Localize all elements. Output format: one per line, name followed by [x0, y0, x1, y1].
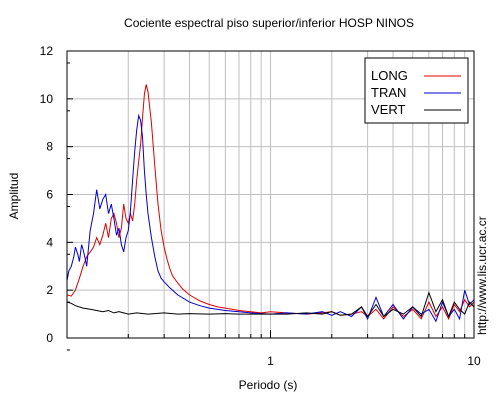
chart-title: Cociente espectral piso superior/inferio… [124, 16, 414, 30]
legend: LONG TRAN VERT [364, 57, 469, 124]
y-tick-label: 0 [46, 331, 53, 345]
series-line-vert [67, 291, 474, 318]
y-tick-label: 12 [40, 44, 54, 58]
x-axis-label: Periodo (s) [239, 378, 298, 392]
legend-label-long: LONG [371, 68, 408, 83]
side-label: http://www.lis.ucr.ac.cr [475, 216, 489, 335]
y-tick-label: 2 [46, 283, 53, 297]
y-tick-label: 6 [46, 188, 53, 202]
y-tick-label: 10 [40, 92, 54, 106]
y-tick-label: 8 [46, 140, 53, 154]
ticks: 0 2 4 6 8 10 12 1 10 [40, 44, 481, 368]
legend-box [364, 57, 469, 124]
x-tick-label: 10 [467, 354, 481, 368]
y-axis-label: Amplitud [7, 173, 21, 220]
x-tick-label: 1 [267, 354, 274, 368]
legend-label-tran: TRAN [371, 85, 406, 100]
series-line-long [67, 84, 474, 321]
y-tick-label: 4 [46, 235, 53, 249]
series-layer [67, 84, 474, 323]
series-line-tran [67, 113, 474, 323]
legend-label-vert: VERT [371, 102, 405, 117]
